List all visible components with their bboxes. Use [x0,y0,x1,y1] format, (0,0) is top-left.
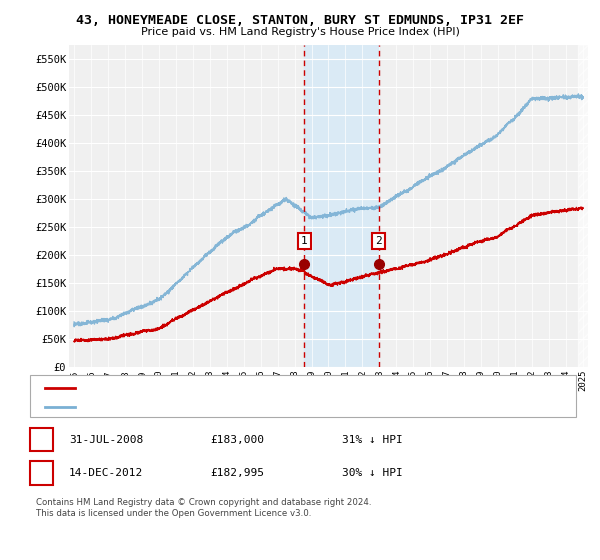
Text: 43, HONEYMEADE CLOSE, STANTON, BURY ST EDMUNDS, IP31 2EF: 43, HONEYMEADE CLOSE, STANTON, BURY ST E… [76,14,524,27]
Text: 43, HONEYMEADE CLOSE, STANTON, BURY ST EDMUNDS, IP31 2EF (detached house): 43, HONEYMEADE CLOSE, STANTON, BURY ST E… [81,382,495,393]
Text: 14-DEC-2012: 14-DEC-2012 [69,468,143,478]
Bar [304,45,379,367]
Bar [578,45,588,367]
Text: HPI: Average price, detached house, West Suffolk: HPI: Average price, detached house, West… [81,402,322,412]
Text: Price paid vs. HM Land Registry's House Price Index (HPI): Price paid vs. HM Land Registry's House … [140,27,460,37]
Text: 30% ↓ HPI: 30% ↓ HPI [342,468,403,478]
Text: 31-JUL-2008: 31-JUL-2008 [69,435,143,445]
Text: 31% ↓ HPI: 31% ↓ HPI [342,435,403,445]
Text: £183,000: £183,000 [210,435,264,445]
Text: 1: 1 [301,236,308,246]
Text: 2: 2 [375,236,382,246]
Text: 2: 2 [38,466,45,480]
Text: Contains HM Land Registry data © Crown copyright and database right 2024.
This d: Contains HM Land Registry data © Crown c… [36,498,371,518]
Text: 1: 1 [38,433,45,446]
Text: £182,995: £182,995 [210,468,264,478]
